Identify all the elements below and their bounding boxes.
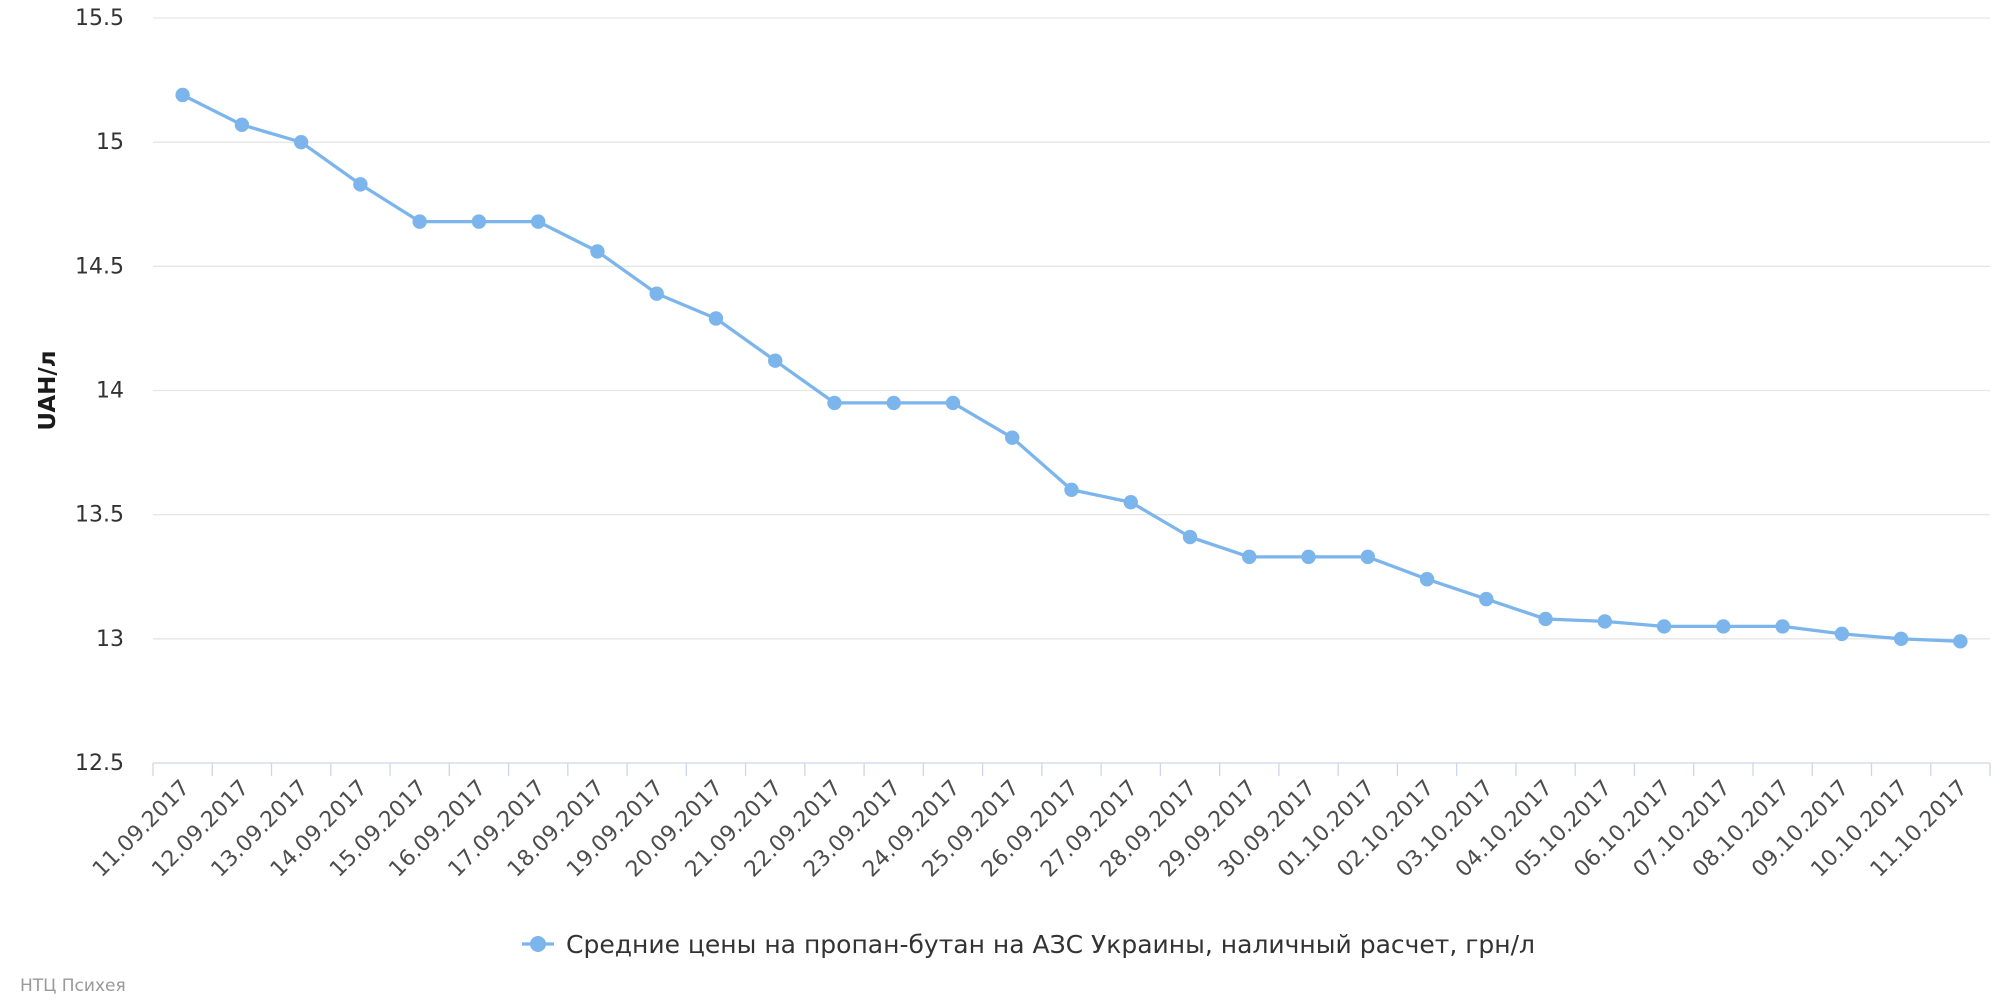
- data-point[interactable]: [1538, 611, 1553, 627]
- y-tick-label: 13.5: [75, 503, 124, 528]
- y-tick-label: 14.5: [75, 254, 124, 279]
- data-point[interactable]: [886, 395, 901, 411]
- data-point[interactable]: [1360, 549, 1375, 565]
- data-point[interactable]: [293, 134, 309, 150]
- data-point[interactable]: [234, 117, 250, 132]
- data-point[interactable]: [1716, 619, 1731, 634]
- data-point[interactable]: [590, 244, 605, 259]
- series-line: [180, 93, 1963, 643]
- data-point[interactable]: [412, 214, 427, 229]
- data-point[interactable]: [708, 311, 724, 326]
- data-point[interactable]: [1064, 482, 1079, 498]
- data-point[interactable]: [1834, 626, 1850, 642]
- legend[interactable]: Средние цены на пропан-бутан на АЗС Укра…: [522, 930, 1535, 959]
- data-point[interactable]: [1597, 614, 1613, 629]
- data-point[interactable]: [471, 214, 487, 229]
- data-point[interactable]: [1182, 529, 1198, 545]
- data-point[interactable]: [827, 395, 842, 411]
- y-tick-label: 14: [96, 379, 124, 404]
- data-point[interactable]: [649, 286, 664, 301]
- data-point[interactable]: [1301, 549, 1316, 565]
- y-tick-label: 15.5: [75, 6, 124, 31]
- series-group: [175, 87, 1968, 649]
- data-point[interactable]: [1123, 495, 1138, 510]
- series-markers: [175, 87, 1968, 649]
- data-point[interactable]: [1893, 631, 1909, 647]
- data-point[interactable]: [1775, 619, 1790, 634]
- y-axis-title: UAH/л: [35, 350, 61, 430]
- data-point[interactable]: [1479, 591, 1494, 607]
- data-point[interactable]: [175, 87, 190, 103]
- y-tick-label: 12.5: [75, 751, 124, 776]
- y-tick-label: 13: [96, 627, 124, 652]
- grid-lines: [153, 17, 1990, 640]
- x-axis-ticks: 11.09.201712.09.201713.09.201714.09.2017…: [88, 763, 1991, 882]
- data-point[interactable]: [1005, 430, 1020, 445]
- chart-credit: НТЦ Психея: [20, 976, 126, 996]
- data-point[interactable]: [768, 353, 783, 368]
- data-point[interactable]: [1242, 549, 1257, 565]
- data-point[interactable]: [530, 214, 546, 229]
- data-point[interactable]: [353, 177, 368, 192]
- data-point[interactable]: [1953, 634, 1968, 649]
- legend-label[interactable]: Средние цены на пропан-бутан на АЗС Укра…: [566, 930, 1535, 959]
- y-tick-label: 15: [96, 130, 124, 155]
- data-point[interactable]: [1419, 572, 1435, 587]
- legend-symbol-marker: [530, 936, 546, 952]
- y-axis-tick-labels: 12.5 13 13.5 14 14.5 15 15.5: [75, 6, 124, 776]
- data-point[interactable]: [1656, 619, 1672, 634]
- data-point[interactable]: [945, 395, 961, 411]
